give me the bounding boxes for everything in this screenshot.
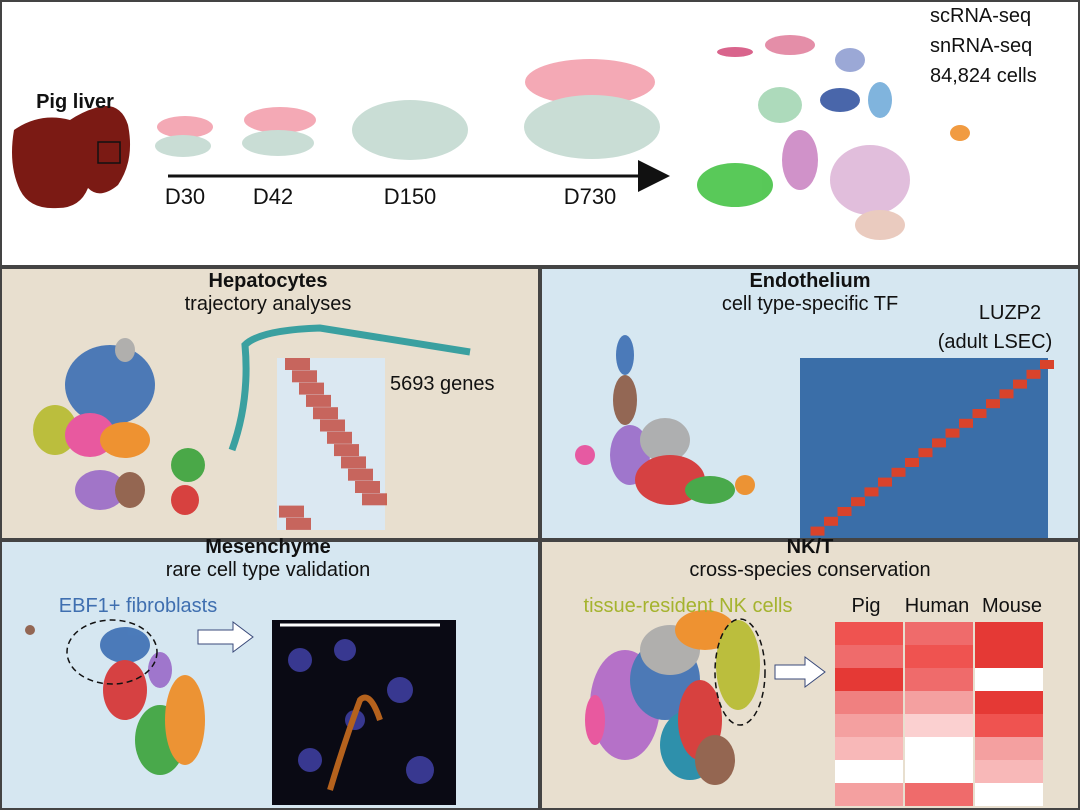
heatmap-band <box>1040 360 1054 369</box>
heatmap-band <box>810 526 825 536</box>
heatmap-cell <box>835 645 903 668</box>
heatmap-band <box>1013 379 1027 389</box>
heatmap-band <box>348 468 373 481</box>
heatmap-band <box>313 407 338 420</box>
umap-overview <box>697 35 970 240</box>
heatmap-cell <box>975 645 1043 668</box>
heatmap-cell <box>835 691 903 714</box>
trajectory <box>228 324 471 452</box>
heatmap-cell <box>975 737 1043 760</box>
heatmap-band <box>341 456 366 469</box>
timeline-head <box>638 160 670 192</box>
heatmap-cell <box>905 760 973 783</box>
heatmap-cell <box>975 691 1043 714</box>
arrow <box>197 621 254 653</box>
method-label: scRNA-seq <box>930 5 1031 27</box>
heatmap-band <box>905 458 919 467</box>
heatmap-band <box>999 389 1014 399</box>
heatmap-cell <box>835 760 903 783</box>
heatmap-band <box>327 431 352 444</box>
heatmap-band <box>299 382 324 395</box>
panel-title: Hepatocytes <box>209 270 328 292</box>
heatmap-band <box>891 467 906 477</box>
annotation: LUZP2 <box>979 302 1041 324</box>
timepoint-label: D730 <box>564 184 617 209</box>
heatmap-band <box>355 481 380 493</box>
heatmap-band <box>851 497 865 507</box>
panel-title: Mesenchyme <box>205 536 331 558</box>
annotation: EBF1+ fibroblasts <box>59 595 217 617</box>
heatmap-cell <box>905 645 973 668</box>
heatmap-cell <box>835 783 903 806</box>
heatmap-cell <box>905 783 973 806</box>
heatmap-cell <box>975 668 1043 691</box>
heatmap-band <box>932 438 946 448</box>
tf-heatmap <box>800 358 1048 538</box>
heatmap-cell <box>905 737 973 760</box>
heatmap-cell <box>975 714 1043 737</box>
heatmap-band <box>986 399 1000 409</box>
liver-shape <box>12 106 131 209</box>
heatmap-cell <box>905 691 973 714</box>
species-label: Human <box>905 595 969 617</box>
method-label: snRNA-seq <box>930 35 1032 57</box>
heatmap-band <box>1026 369 1041 379</box>
heatmap-band <box>824 516 838 526</box>
heatmap-cell <box>975 783 1043 806</box>
heatmap-cell <box>835 714 903 737</box>
panel-title: Endothelium <box>749 270 870 292</box>
organ-label: Pig liver <box>36 91 114 113</box>
heatmap-cell <box>975 760 1043 783</box>
panel-title: NK/T <box>787 536 834 558</box>
panel-subtitle: cross-species conservation <box>689 559 930 581</box>
timepoint-label: D150 <box>384 184 437 209</box>
heatmap-band <box>864 487 879 497</box>
heatmap-band <box>362 493 387 506</box>
heatmap-band <box>292 370 317 383</box>
heatmap-band <box>945 428 960 438</box>
nuclei <box>288 639 434 791</box>
pigs <box>155 59 660 160</box>
nkt-clusters <box>585 610 760 785</box>
species-label: Mouse <box>982 595 1042 617</box>
cell-count: 84,824 cells <box>930 65 1037 87</box>
heatmap-cell <box>905 668 973 691</box>
heatmap-band <box>285 358 310 370</box>
heatmap-band <box>972 409 987 418</box>
heatmap-band <box>918 448 933 458</box>
panel-subtitle: cell type-specific TF <box>722 293 898 315</box>
highlight-ellipse <box>66 619 158 685</box>
annotation: 5693 genes <box>390 373 495 395</box>
liver-box <box>97 141 121 164</box>
mesenchyme-clusters <box>25 625 205 775</box>
annotation: (adult LSEC) <box>938 331 1053 353</box>
heatmap-cell <box>835 622 903 645</box>
heatmap-band <box>306 394 331 407</box>
panel-subtitle: rare cell type validation <box>166 559 371 581</box>
arrow <box>774 656 826 688</box>
heatmap-band <box>286 517 311 530</box>
endothelium-clusters <box>575 335 755 505</box>
timepoint-label: D30 <box>165 184 205 209</box>
heatmap-cell <box>905 714 973 737</box>
heatmap-cell <box>835 737 903 760</box>
heatmap-band <box>320 419 345 432</box>
hepatocyte-clusters <box>33 338 205 515</box>
timepoint-label: D42 <box>253 184 293 209</box>
panel-subtitle: trajectory analyses <box>185 293 352 315</box>
species-label: Pig <box>852 595 881 617</box>
annotation: tissue-resident NK cells <box>584 595 793 617</box>
highlight-ellipse <box>714 618 766 726</box>
heatmap-band <box>878 477 892 487</box>
heatmap-band <box>959 418 973 428</box>
heatmap-cell <box>835 668 903 691</box>
heatmap-cell <box>905 622 973 645</box>
heatmap-band <box>334 444 359 457</box>
heatmap-band <box>837 507 852 516</box>
heatmap-cell <box>975 622 1043 645</box>
heatmap-band <box>279 505 304 518</box>
